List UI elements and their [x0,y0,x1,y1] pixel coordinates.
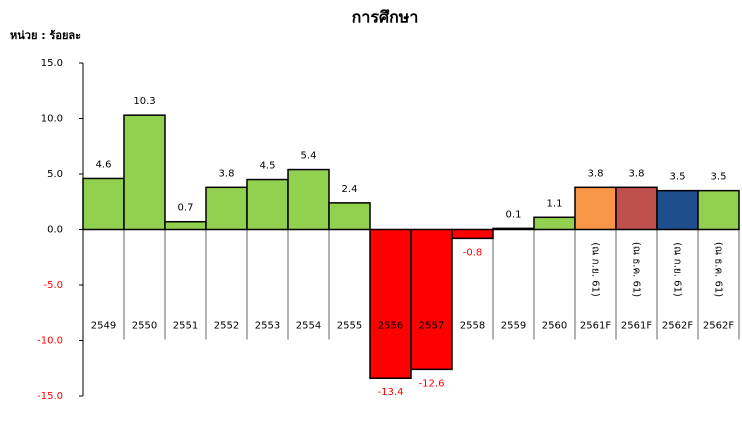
y-tick-label: -10.0 [37,336,63,347]
y-tick-label: 5.0 [47,169,63,180]
y-tick-label: 15.0 [41,58,63,69]
x-tick-label: 2560 [542,321,567,332]
x-tick-label: 2556 [378,321,403,332]
bar [697,189,740,231]
value-label: 4.6 [96,159,112,170]
x-tick-label: 2552 [214,321,239,332]
value-label: -0.8 [463,247,483,258]
value-label: 4.5 [260,161,276,172]
chart-title: การศึกษา [352,8,419,27]
value-label: -13.4 [378,387,404,398]
bar [123,114,166,231]
category-note: (ณ ธ.ค. 61) [631,242,642,297]
category-note: (ณ ธ.ค. 61) [713,242,724,297]
value-label: 10.3 [133,96,155,107]
bar [615,186,658,231]
value-label: 3.5 [711,172,727,183]
y-tick-label: 0.0 [47,225,63,236]
x-tick-label: 2554 [296,321,321,332]
bar [656,189,699,231]
bar [205,186,248,231]
bar [328,202,371,231]
x-tick-label: 2550 [132,321,157,332]
value-label: 0.7 [178,203,194,214]
x-tick-label: 2561F [580,321,611,332]
bar [164,220,207,231]
x-tick-label: 2555 [337,321,362,332]
value-label: -12.6 [419,378,445,389]
y-tick-label: 10.0 [41,114,63,125]
value-label: 3.8 [629,168,645,179]
x-tick-label: 2553 [255,321,280,332]
value-label: 2.4 [342,184,358,195]
bar [246,178,289,231]
value-label: 3.8 [588,168,604,179]
bar [369,228,412,379]
bar [410,228,453,371]
x-tick-label: 2562F [662,321,693,332]
value-label: 5.4 [301,151,317,162]
value-label: 1.1 [547,198,563,209]
x-tick-label: 2561F [621,321,652,332]
x-tick-label: 2558 [460,321,485,332]
bar [287,168,330,231]
value-label: 3.8 [219,168,235,179]
x-tick-label: 2551 [173,321,198,332]
value-label: 3.5 [670,172,686,183]
bar [451,228,494,240]
bar [533,216,576,231]
x-tick-label: 2562F [703,321,734,332]
x-tick-label: 2557 [419,321,444,332]
unit-label: หน่วย : ร้อยละ [10,29,81,42]
x-tick-label: 2549 [91,321,116,332]
y-tick-label: -15.0 [37,391,63,402]
category-note: (ณ ก.ย. 61) [590,242,601,297]
value-label: 0.1 [506,209,522,220]
x-tick-label: 2559 [501,321,526,332]
bar [82,177,125,231]
y-tick-label: -5.0 [43,280,63,291]
category-note: (ณ ก.ย. 61) [672,242,683,297]
bar [574,186,617,231]
